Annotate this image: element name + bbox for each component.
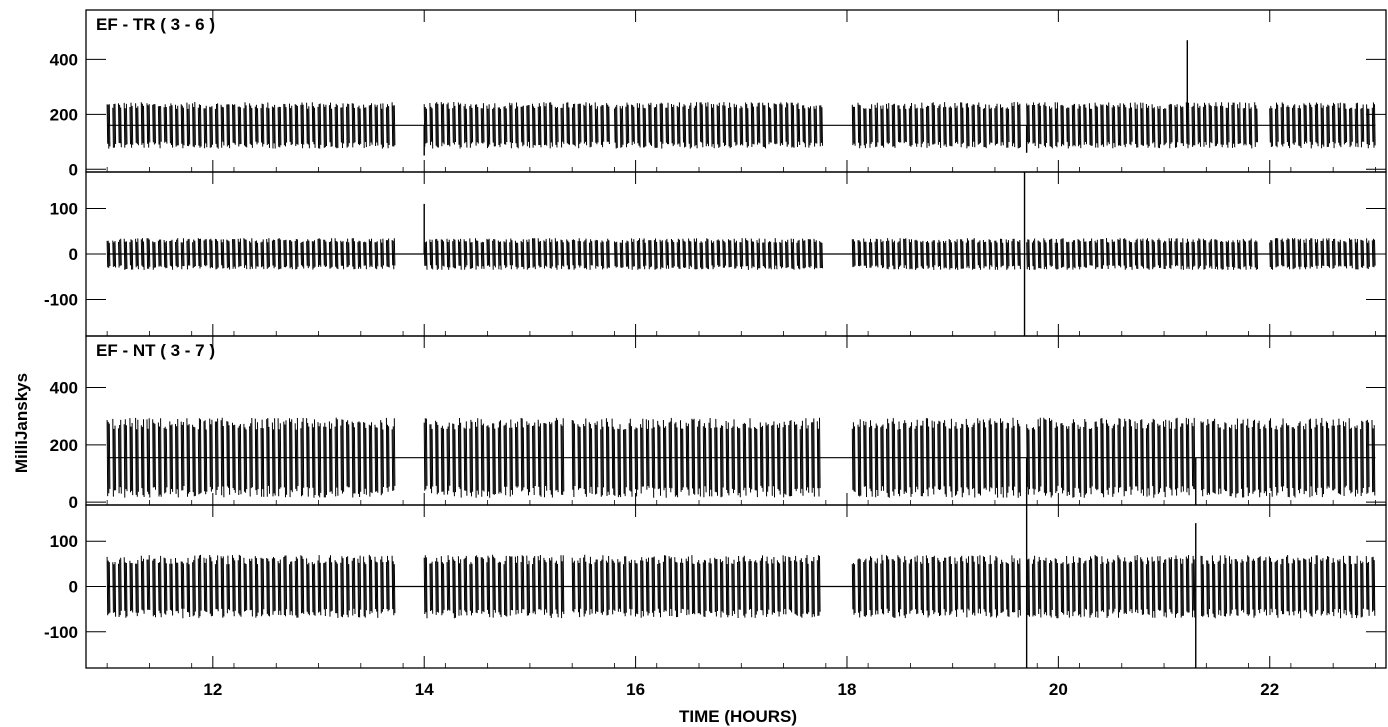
y-axis-label: MilliJanskys	[12, 373, 31, 473]
y-tick-label: 200	[50, 436, 78, 455]
panel-title: EF - NT ( 3 - 7 )	[96, 341, 215, 360]
y-tick-label: 400	[50, 50, 78, 69]
y-tick-label: 0	[69, 578, 78, 597]
y-tick-label: 100	[50, 199, 78, 218]
panel-4: -100 0 100	[44, 504, 1387, 669]
y-tick-label: 0	[69, 245, 78, 264]
y-tick-label: -100	[44, 291, 78, 310]
x-tick-label: 16	[626, 680, 645, 699]
x-tick-label: 18	[838, 680, 857, 699]
panel-1: 0 200 400 EF - TR ( 3 - 6 )	[50, 9, 1387, 179]
panel-title: EF - TR ( 3 - 6 )	[96, 15, 215, 34]
y-tick-label: -100	[44, 623, 78, 642]
y-tick-label: 0	[69, 493, 78, 512]
y-tick-label: 100	[50, 532, 78, 551]
x-tick-label: 20	[1049, 680, 1068, 699]
panel-2: -100 0 100	[44, 171, 1387, 337]
y-tick-label: 0	[69, 160, 78, 179]
x-tick-label: 14	[415, 680, 434, 699]
x-tick-label: 12	[203, 680, 222, 699]
y-tick-label: 400	[50, 379, 78, 398]
x-tick-label: 22	[1260, 680, 1279, 699]
panel-3: 0 200 400 EF - NT ( 3 - 7 )	[50, 335, 1387, 512]
x-axis-label: TIME (HOURS)	[679, 707, 797, 726]
y-tick-label: 200	[50, 105, 78, 124]
panel-frame	[85, 9, 1387, 173]
